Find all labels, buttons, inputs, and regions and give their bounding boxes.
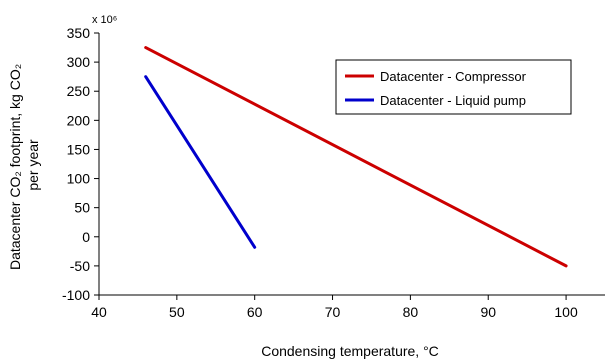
series-layer xyxy=(144,46,568,268)
y-tick-label: 350 xyxy=(67,25,91,41)
y-tick-label: 50 xyxy=(74,200,90,216)
y-axis-title-line-2: per year xyxy=(25,139,41,191)
x-tick-label: 50 xyxy=(169,304,185,320)
x-tick-label: 100 xyxy=(554,304,578,320)
series-line-compressor xyxy=(144,46,568,268)
y-tick-label: 300 xyxy=(67,54,91,70)
x-tick-label: 60 xyxy=(247,304,263,320)
legend-label-liquid-pump: Datacenter - Liquid pump xyxy=(380,93,526,108)
x-tick-label: 70 xyxy=(325,304,341,320)
x-axis: 40 50 60 70 80 90 100 xyxy=(91,295,578,320)
y-multiplier: x 10⁶ xyxy=(92,14,117,26)
legend: Datacenter - Compressor Datacenter - Liq… xyxy=(335,59,572,115)
y-tick-label: 200 xyxy=(67,112,91,128)
y-axis-title: Datacenter CO₂ footprint, kg CO₂ per yea… xyxy=(7,60,41,270)
x-axis-title: Condensing temperature, °C xyxy=(261,343,439,359)
x-tick-label: 40 xyxy=(91,304,107,320)
plot-area xyxy=(98,33,605,296)
y-tick-label: 150 xyxy=(67,141,91,157)
y-tick-label: 100 xyxy=(67,171,91,187)
x-tick-label: 90 xyxy=(480,304,496,320)
legend-box xyxy=(335,59,572,115)
legend-label-compressor: Datacenter - Compressor xyxy=(380,69,527,84)
y-axis-title-line-1: Datacenter CO₂ footprint, kg CO₂ xyxy=(7,64,23,270)
series-line-liquid-pump xyxy=(144,75,257,249)
y-tick-label: 0 xyxy=(82,229,90,245)
y-axis: -100 -50 0 50 100 150 200 250 300 350 xyxy=(62,25,99,303)
y-tick-label: 250 xyxy=(67,83,91,99)
x-tick-label: 80 xyxy=(403,304,419,320)
y-tick-label: -100 xyxy=(62,287,90,303)
y-tick-label: -50 xyxy=(70,258,90,274)
